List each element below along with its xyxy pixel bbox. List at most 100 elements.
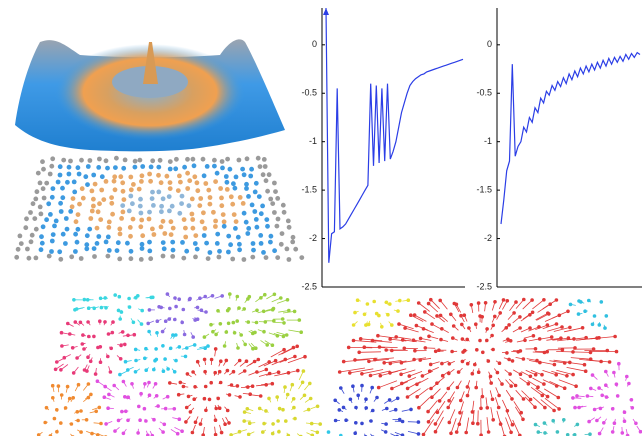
tree-node — [247, 320, 251, 324]
tree-node — [112, 384, 116, 388]
tree-node — [144, 368, 148, 372]
mesh-dot — [121, 166, 126, 171]
mesh-dot — [234, 175, 239, 180]
tree-edge — [272, 359, 286, 365]
mesh-dot — [159, 204, 164, 209]
tree-node — [223, 422, 227, 426]
mesh-dot — [97, 201, 102, 206]
mesh-dot — [156, 190, 161, 195]
tree-node — [447, 387, 451, 391]
tree-node — [470, 303, 474, 307]
mesh-dot — [128, 225, 133, 230]
tree-node — [143, 382, 147, 386]
mesh-dot — [71, 196, 76, 201]
tree-node — [86, 298, 90, 302]
tree-node — [154, 382, 158, 386]
tree-edge — [513, 420, 520, 435]
tree-node — [461, 337, 465, 341]
tree-node — [429, 298, 433, 302]
mesh-dot — [183, 226, 188, 231]
tree-edge — [586, 360, 609, 362]
tree-node — [196, 306, 200, 310]
mesh-dot — [215, 241, 220, 246]
tree-node — [45, 406, 49, 410]
mesh-dot — [179, 201, 184, 206]
tree-node — [435, 314, 439, 318]
tree-node — [194, 420, 198, 424]
mesh-dot — [215, 232, 220, 237]
y-tick-label: -1 — [484, 136, 492, 146]
mesh-dot — [88, 216, 93, 221]
mesh-dot — [72, 190, 77, 195]
tree-node — [597, 386, 601, 390]
tree-node — [123, 395, 127, 399]
tree-node — [398, 299, 402, 303]
tree-node — [334, 419, 338, 423]
mesh-dot — [195, 188, 200, 193]
tree-node — [588, 432, 592, 436]
mesh-dot — [272, 210, 277, 215]
tree-node — [70, 422, 74, 426]
tree-node — [86, 355, 90, 359]
mesh-dot — [140, 242, 145, 247]
mesh-dot — [159, 225, 164, 230]
tree-node — [542, 298, 546, 302]
mesh-dot — [287, 225, 292, 230]
tree-node — [542, 382, 546, 386]
tree-node — [126, 419, 130, 423]
tree-node — [204, 310, 208, 314]
tree-node — [166, 395, 170, 399]
mesh-dot — [80, 186, 85, 191]
tree-node — [238, 395, 242, 399]
tree-node — [427, 420, 431, 424]
mesh-dot — [50, 156, 55, 161]
mesh-dot — [138, 158, 143, 163]
tree-node — [489, 381, 493, 385]
tree-node — [380, 325, 384, 329]
tree-edge — [571, 358, 591, 360]
mesh-dot — [238, 195, 243, 200]
mesh-dot — [229, 194, 234, 199]
tree-node — [92, 307, 96, 311]
tree-node — [183, 333, 187, 337]
tree-node — [400, 382, 404, 386]
tree-node — [103, 320, 107, 324]
tree-node — [77, 383, 81, 387]
tree-node — [81, 342, 85, 346]
mesh-dot — [185, 186, 190, 191]
tree-node — [152, 418, 156, 422]
data-line — [501, 53, 640, 224]
tree-node — [550, 335, 554, 339]
mesh-dot — [225, 187, 230, 192]
tree-node — [531, 311, 535, 315]
mesh-dot — [232, 212, 237, 217]
mesh-dot — [139, 218, 144, 223]
mesh-dot — [261, 250, 266, 255]
tree-node — [491, 418, 495, 422]
tree-node — [98, 319, 102, 323]
tree-node — [487, 359, 491, 363]
mesh-dot — [52, 224, 57, 229]
tree-node — [156, 404, 160, 408]
tree-node — [262, 330, 266, 334]
mesh-dot — [63, 241, 68, 246]
tree-edge — [288, 330, 301, 332]
tree-node — [303, 355, 307, 359]
mesh-dot — [93, 182, 98, 187]
mesh-dot — [264, 255, 269, 260]
mesh-dot — [299, 255, 304, 260]
tree-node — [422, 327, 426, 331]
mesh-dot — [191, 226, 196, 231]
tree-node — [292, 406, 296, 410]
tree-node — [616, 394, 620, 398]
mesh-dot — [49, 249, 54, 254]
tree-node — [486, 406, 490, 410]
tree-node — [296, 369, 300, 373]
tree-node — [478, 339, 482, 343]
tree-node — [625, 375, 629, 379]
mesh-dot — [162, 231, 167, 236]
mesh-dot — [218, 186, 223, 191]
tree-node — [214, 418, 218, 422]
mesh-dot — [158, 158, 163, 163]
tree-node — [174, 305, 178, 309]
